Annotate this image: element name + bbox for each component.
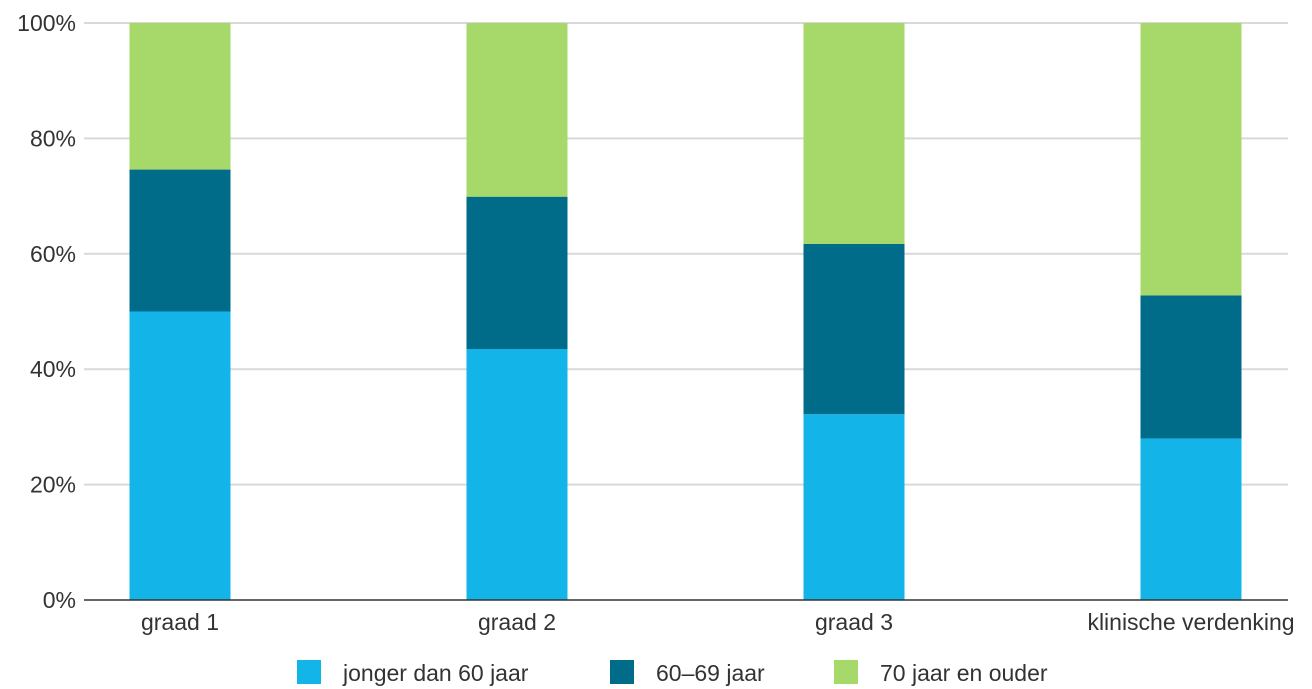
legend-item: 70 jaar en ouder bbox=[834, 660, 1048, 686]
legend-item: 60–69 jaar bbox=[610, 660, 765, 686]
y-tick-label: 80% bbox=[30, 125, 76, 151]
legend: jonger dan 60 jaar 60–69 jaar 70 jaar en o… bbox=[297, 660, 1048, 686]
bar-segment bbox=[129, 169, 231, 312]
y-tick-label: 0% bbox=[43, 587, 76, 613]
legend-label: jonger dan 60 jaar bbox=[342, 660, 529, 686]
bar-segment bbox=[803, 23, 905, 244]
legend-swatch bbox=[610, 660, 634, 684]
bar-segment bbox=[1140, 23, 1242, 296]
y-tick-label: 40% bbox=[30, 356, 76, 382]
legend-label: 60–69 jaar bbox=[656, 660, 765, 686]
y-tick-label: 60% bbox=[30, 241, 76, 267]
bar-segment bbox=[129, 311, 231, 600]
bar-segment bbox=[1140, 295, 1242, 439]
bar-segment bbox=[1140, 438, 1242, 600]
y-tick-label: 100% bbox=[17, 10, 76, 36]
x-tick-label: graad 1 bbox=[141, 609, 219, 635]
x-tick-label: graad 2 bbox=[478, 609, 556, 635]
bar-segment bbox=[466, 196, 568, 350]
bar-segment bbox=[466, 23, 568, 197]
x-tick-label: graad 3 bbox=[815, 609, 893, 635]
y-tick-label: 20% bbox=[30, 472, 76, 498]
legend-item: jonger dan 60 jaar bbox=[297, 660, 529, 686]
x-tick-label: klinische verdenking bbox=[1087, 609, 1294, 635]
bar-segment bbox=[466, 349, 568, 600]
x-axis-ticks: graad 1 graad 2 graad 3 klinische verdenkin… bbox=[141, 609, 1295, 635]
bar-segment bbox=[129, 23, 231, 170]
y-axis-ticks: 0% 20% 40% 60% 80% 100% bbox=[17, 10, 76, 613]
legend-swatch bbox=[834, 660, 858, 684]
bar-segment bbox=[803, 414, 905, 600]
legend-label: 70 jaar en ouder bbox=[880, 660, 1048, 686]
legend-swatch bbox=[297, 660, 321, 684]
bar-segment bbox=[803, 243, 905, 415]
grid bbox=[84, 22, 1288, 486]
bars bbox=[129, 23, 1242, 600]
